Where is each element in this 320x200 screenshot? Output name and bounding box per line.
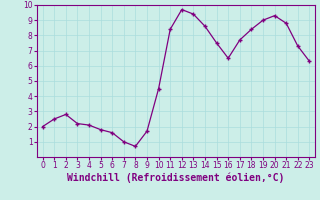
X-axis label: Windchill (Refroidissement éolien,°C): Windchill (Refroidissement éolien,°C) [67,173,285,183]
